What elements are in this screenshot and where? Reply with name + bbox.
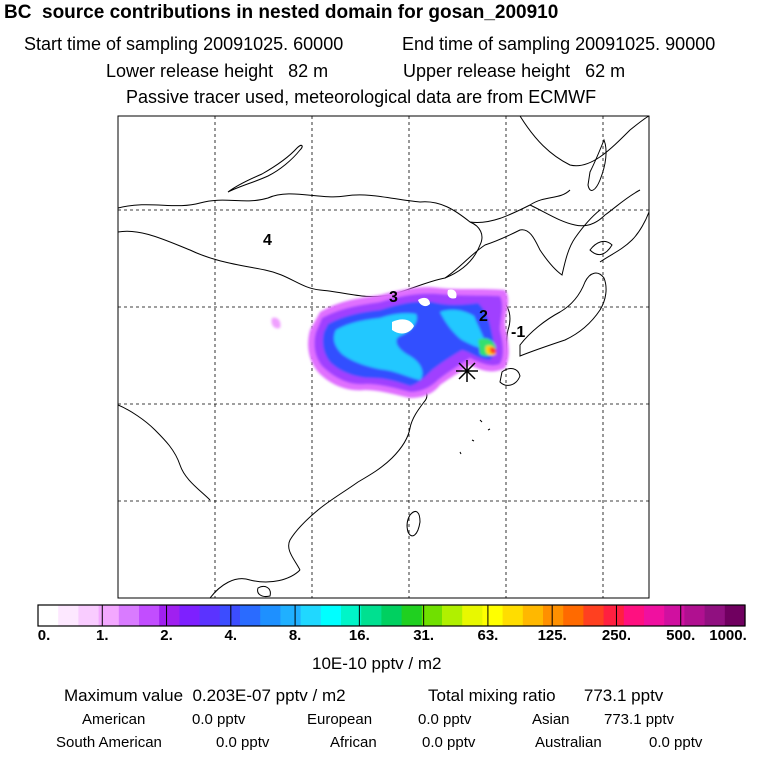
colorbar-tick-label: 31. xyxy=(413,627,434,644)
region-label-3: 3 xyxy=(389,289,398,306)
colorbar-swatch xyxy=(482,605,503,626)
colorbar-tick-label: 2. xyxy=(160,627,173,644)
colorbar-swatch xyxy=(301,605,322,626)
colorbar-unit-label: 10E-10 pptv / m2 xyxy=(312,654,441,674)
colorbar-swatch xyxy=(220,605,241,626)
colorbar-swatch xyxy=(361,605,382,626)
region-label-2: 2 xyxy=(479,308,488,325)
colorbar-swatch xyxy=(422,605,443,626)
colorbar-swatch xyxy=(503,605,524,626)
colorbar-tick-label: 1. xyxy=(96,627,109,644)
colorbar-swatch xyxy=(705,605,726,626)
colorbar-swatch xyxy=(119,605,140,626)
colorbar-tick-label: 1000. xyxy=(709,627,747,644)
colorbar-tick-label: 125. xyxy=(538,627,567,644)
colorbar-swatch xyxy=(442,605,463,626)
african-value: 0.0 pptv xyxy=(422,734,475,751)
colorbar-swatch xyxy=(684,605,705,626)
south-american-label: South American xyxy=(56,734,162,751)
colorbar-tick-label: 8. xyxy=(289,627,302,644)
colorbar-swatch xyxy=(159,605,180,626)
australian-value: 0.0 pptv xyxy=(649,734,702,751)
south-american-value: 0.0 pptv xyxy=(216,734,269,751)
total-mixing-ratio-label: Total mixing ratio 773.1 pptv xyxy=(428,686,663,706)
asian-value: 773.1 pptv xyxy=(604,711,674,728)
colorbar-swatch xyxy=(563,605,584,626)
american-value: 0.0 pptv xyxy=(192,711,245,728)
colorbar-tick-label: 16. xyxy=(349,627,370,644)
colorbar-swatch xyxy=(644,605,665,626)
colorbar-tick-label: 63. xyxy=(477,627,498,644)
colorbar-swatch xyxy=(381,605,402,626)
receptor-star-icon xyxy=(456,360,478,382)
colorbar-tick-label: 500. xyxy=(666,627,695,644)
colorbar-swatch xyxy=(624,605,645,626)
european-label: European xyxy=(307,711,372,728)
colorbar-swatch xyxy=(78,605,99,626)
colorbar-tick-label: 0. xyxy=(38,627,51,644)
colorbar-swatch xyxy=(260,605,281,626)
colorbar-swatch xyxy=(402,605,423,626)
colorbar-tick-label: 250. xyxy=(602,627,631,644)
colorbar-swatch xyxy=(523,605,544,626)
colorbar-swatch xyxy=(99,605,120,626)
colorbar-swatch xyxy=(543,605,564,626)
region-label-minus-1: -1 xyxy=(511,324,525,341)
colorbar-swatch xyxy=(280,605,301,626)
colorbar-swatch xyxy=(664,605,685,626)
american-label: American xyxy=(82,711,145,728)
colorbar-tick-label: 4. xyxy=(225,627,238,644)
african-label: African xyxy=(330,734,377,751)
colorbar-swatch xyxy=(200,605,221,626)
colorbar-swatch xyxy=(604,605,625,626)
colorbar-swatch xyxy=(341,605,362,626)
australian-label: Australian xyxy=(535,734,602,751)
colorbar-swatch xyxy=(240,605,261,626)
maximum-value-label: Maximum value 0.203E-07 pptv / m2 xyxy=(64,686,346,706)
colorbar-swatch xyxy=(58,605,79,626)
colorbar-swatch xyxy=(38,605,59,626)
colorbar-swatch xyxy=(583,605,604,626)
colorbar-swatch xyxy=(139,605,160,626)
region-label-4: 4 xyxy=(263,232,272,249)
european-value: 0.0 pptv xyxy=(418,711,471,728)
map-chart: 4 3 2 -1 xyxy=(0,0,768,640)
colorbar-swatch xyxy=(462,605,483,626)
colorbar-swatch xyxy=(725,605,746,626)
colorbar-swatch xyxy=(321,605,342,626)
asian-label: Asian xyxy=(532,711,570,728)
colorbar xyxy=(38,605,746,626)
colorbar-swatch xyxy=(179,605,200,626)
